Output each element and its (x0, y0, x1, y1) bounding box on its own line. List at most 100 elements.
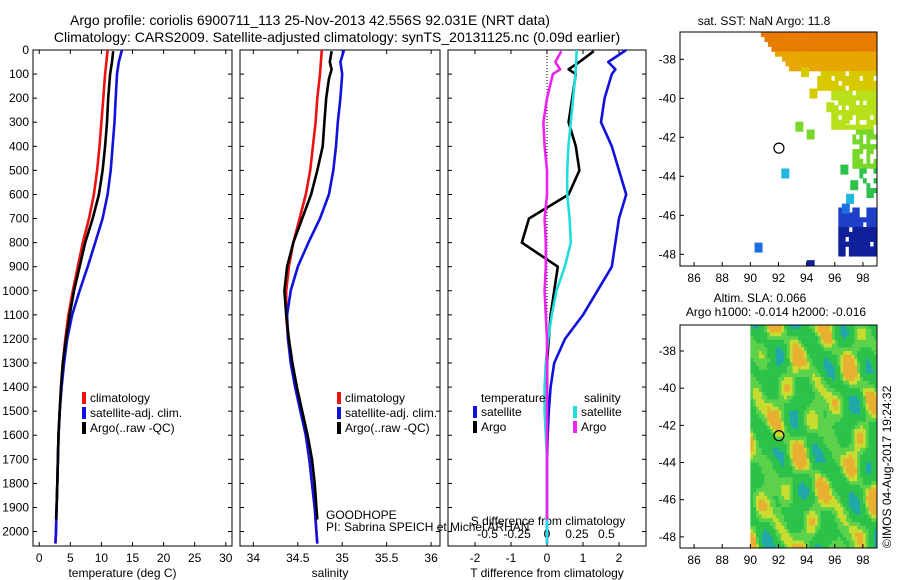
sla-cell (772, 369, 776, 374)
sla-cell (764, 533, 768, 538)
sla-cell (812, 443, 816, 448)
sst-cell (841, 236, 846, 242)
sla-cell (789, 488, 793, 493)
sla-cell (871, 536, 875, 541)
sst-cell (824, 75, 829, 82)
sla-cell (789, 432, 793, 437)
sla-cell (874, 443, 877, 448)
sst-cell (820, 85, 825, 91)
sst-cell (845, 56, 850, 62)
sst-cell (848, 124, 853, 130)
sla-cell (874, 525, 877, 530)
sla-cell (846, 358, 850, 363)
sla-cell (753, 529, 757, 534)
sla-cell (801, 518, 805, 523)
sla-cell (803, 332, 807, 337)
sst-cell (845, 227, 850, 233)
sla-cell (817, 380, 822, 385)
sla-cell (750, 436, 754, 441)
sla-cell (874, 377, 877, 382)
sla-cell (781, 469, 785, 474)
sla-cell (789, 343, 793, 348)
sla-cell (846, 458, 850, 463)
sst-cell (855, 231, 860, 238)
sla-cell (781, 458, 785, 463)
sla-cell (834, 451, 838, 456)
sla-cell (823, 380, 827, 385)
sla-cell (874, 362, 877, 367)
sla-cell (829, 429, 833, 434)
sla-cell (851, 380, 855, 385)
sla-cell (815, 510, 819, 515)
sla-cell (764, 440, 768, 445)
sst-cell (862, 227, 867, 233)
sla-cell (862, 403, 867, 408)
sla-cell (803, 518, 807, 523)
map-x-tick-label: 88 (716, 271, 730, 285)
sla-cell (806, 391, 810, 396)
sla-cell (792, 469, 796, 474)
sla-cell (812, 462, 816, 467)
sla-cell (786, 328, 791, 333)
sla-cell (826, 406, 830, 411)
y-tick-label: 1400 (2, 380, 29, 394)
sst-cell (852, 222, 857, 228)
sst-cell (859, 105, 864, 111)
sst-cell (824, 51, 829, 57)
s-tick-label: 0.25 (565, 527, 589, 541)
sst-cell (845, 241, 850, 247)
sla-cell (843, 484, 847, 489)
sst-cell (831, 80, 836, 86)
sla-cell (837, 436, 841, 441)
sla-cell (784, 495, 788, 500)
sst-cell (817, 32, 822, 38)
sla-cell (770, 477, 774, 482)
sla-cell (843, 503, 847, 508)
sla-cell (789, 414, 793, 419)
sla-cell (784, 384, 788, 389)
sla-cell (761, 495, 765, 500)
sst-cell (838, 124, 843, 130)
sla-cell (755, 339, 760, 344)
sst-cell (866, 231, 871, 238)
sla-cell (795, 533, 799, 538)
sla-cell (846, 455, 850, 460)
sla-cell (820, 495, 824, 500)
sla-cell (792, 384, 796, 389)
sla-cell (770, 440, 774, 445)
sla-cell (761, 410, 765, 415)
sla-cell (862, 499, 867, 504)
sla-cell (848, 339, 852, 344)
sla-cell (862, 388, 867, 393)
sla-cell (755, 499, 760, 504)
sla-cell (857, 339, 861, 344)
sla-cell (798, 499, 802, 504)
sla-cell (837, 533, 841, 538)
sla-cell (874, 473, 877, 478)
sla-cell (815, 484, 819, 489)
sla-cell (809, 507, 813, 512)
sla-cell (767, 336, 771, 341)
sla-cell (809, 339, 813, 344)
sla-cell (795, 495, 799, 500)
sla-cell (874, 436, 877, 441)
sla-cell (848, 395, 852, 400)
sst-cell (820, 71, 825, 77)
sla-cell (871, 332, 875, 337)
sla-cell (815, 365, 819, 370)
sla-cell (854, 347, 858, 352)
sla-cell (812, 507, 816, 512)
sla-cell (784, 373, 788, 378)
sla-cell (781, 518, 785, 523)
sla-cell (823, 410, 827, 415)
sla-cell (806, 462, 810, 467)
sla-cell (764, 347, 768, 352)
sla-cell (781, 362, 785, 367)
sla-cell (829, 436, 833, 441)
sst-cell (862, 46, 867, 52)
sla-cell (815, 380, 819, 385)
sla-cell (775, 455, 779, 460)
credit-label: ©IMOS 04-Aug-2017 19:24:32 (880, 385, 894, 548)
sla-cell (831, 440, 836, 445)
sla-cell (815, 518, 819, 523)
